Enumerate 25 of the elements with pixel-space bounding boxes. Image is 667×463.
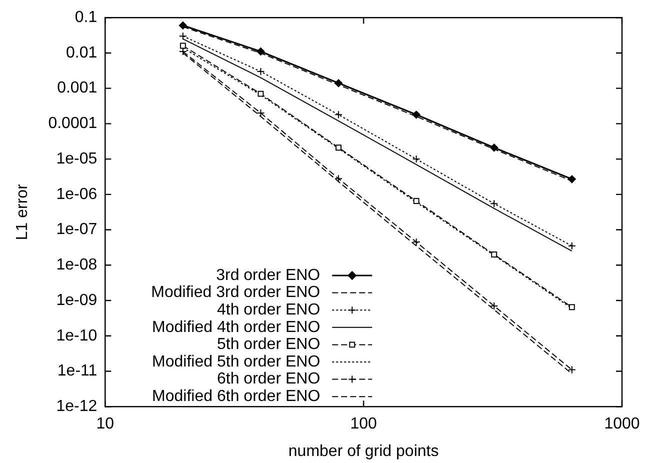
legend-label: Modified 5th order ENO [152, 353, 320, 370]
legend-label: 3rd order ENO [216, 266, 320, 284]
legend-label: Modified 4th order ENO [152, 318, 320, 336]
y-tick-label: 0.1 [74, 9, 98, 26]
x-tick-label: 1000 [604, 416, 640, 433]
y-tick-label: 1e-12 [56, 398, 98, 416]
x-tick-label: 100 [350, 416, 378, 433]
legend-label: Modified 6th order ENO [152, 388, 320, 406]
x-tick-label: 10 [96, 416, 114, 433]
y-tick-label: 0.001 [57, 80, 98, 97]
y-tick-label: 1e-08 [56, 256, 98, 274]
y-tick-label: 1e-10 [56, 327, 98, 344]
y-tick-label: 1e-11 [57, 362, 98, 380]
y-tick-label: 0.01 [66, 44, 98, 62]
y-tick-label: 1e-05 [56, 150, 98, 168]
y-tick-label: 1e-06 [56, 186, 98, 203]
y-axis-title: L1 error [14, 183, 32, 240]
y-tick-label: 1e-07 [56, 221, 98, 238]
x-axis-title: number of grid points [288, 442, 439, 460]
legend-label: 6th order ENO [216, 370, 320, 388]
y-tick-label: 0.0001 [48, 115, 98, 132]
legend-label: 5th order ENO [216, 336, 320, 354]
legend-label: Modified 3rd order ENO [151, 284, 320, 302]
y-tick-label: 1e-09 [56, 292, 98, 309]
legend-label: 4th order ENO [216, 302, 320, 319]
